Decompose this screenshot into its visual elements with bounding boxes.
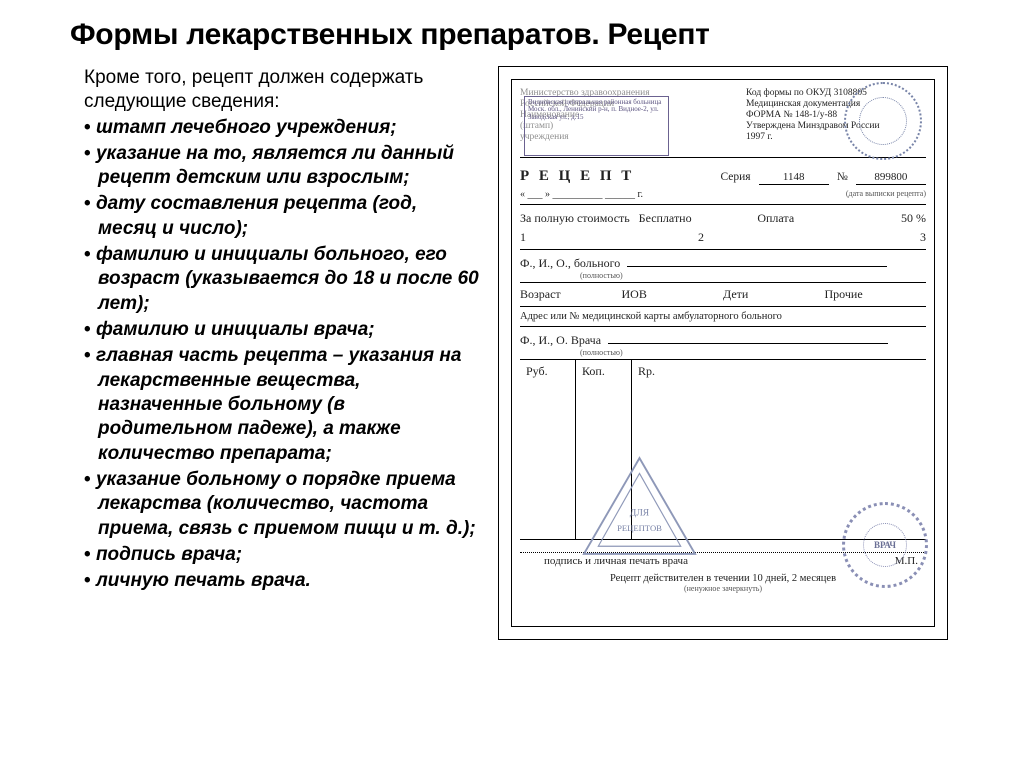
patient-hint: (полностью) (520, 271, 926, 280)
signature-doctor: подпись и личная печать врача (520, 555, 895, 567)
round-seal-top (844, 82, 922, 160)
bullet-item: главная часть рецепта – указания на лека… (70, 344, 480, 466)
date-row: « ___ » __________ ______ г. (дата выпис… (520, 189, 926, 205)
bullet-item: указание больному о порядке приема лекар… (70, 468, 480, 541)
pay-pct: 50 % (876, 211, 926, 226)
intro-text: Кроме того, рецепт должен содержать след… (70, 66, 480, 114)
seal-inner-text: ВРАЧ (863, 523, 907, 567)
date-hint: (дата выписки рецепта) (846, 189, 926, 198)
recept-word: Р Е Ц Е П Т (520, 168, 634, 185)
series-label: Серия (720, 171, 750, 183)
series-value: 1148 (759, 171, 829, 185)
bullet-item: подпись врача; (70, 543, 480, 567)
recept-title-row: Р Е Ц Е П Т Серия 1148 № 899800 (520, 158, 926, 189)
address-field: Адрес или № медицинской карты амбулаторн… (520, 307, 926, 327)
pay-full: За полную стоимость (520, 211, 639, 226)
form-header: Министерство здравоохранения Российской … (520, 84, 926, 158)
pay-free: Бесплатно (639, 211, 758, 226)
doctor-hint: (полностью) (520, 348, 926, 357)
bullet-item: штамп лечебного учреждения; (70, 116, 480, 140)
prescription-form: Министерство здравоохранения Российской … (498, 66, 948, 640)
patient-label: Ф., И., О., больного (520, 256, 620, 270)
text-column: Кроме того, рецепт должен содержать след… (70, 66, 480, 640)
bullet-item: личную печать врача. (70, 569, 480, 593)
kids-label: Дети (723, 287, 825, 302)
form-column: Министерство здравоохранения Российской … (498, 66, 958, 640)
bullet-item: указание на то, является ли данный рецеп… (70, 142, 480, 191)
number-label: № (837, 171, 848, 183)
iov-label: ИОВ (622, 287, 724, 302)
patient-field: Ф., И., О., больного (полностью) (520, 250, 926, 282)
pay-n1: 1 (520, 230, 698, 245)
round-seal-bottom: ВРАЧ (842, 502, 928, 588)
pay-n2: 2 (698, 230, 876, 245)
bullet-item: фамилию и инициалы больного, его возраст… (70, 243, 480, 316)
stamp-line: Моск. обл., Ленинский р-н, п. Видное-2, … (528, 106, 665, 121)
pay-n3: 3 (876, 230, 926, 245)
column-rub: Руб. (520, 360, 576, 539)
tri-text1: ДЛЯ (630, 508, 650, 519)
doctor-field: Ф., И., О. Врача (полностью) (520, 327, 926, 360)
bullet-item: дату составления рецепта (год, месяц и ч… (70, 192, 480, 241)
triangle-stamp: ДЛЯ РЕЦЕПТОВ (582, 456, 697, 556)
valid-hint: (ненужное зачеркнуть) (520, 584, 926, 593)
age-row: Возраст ИОВ Дети Прочие (520, 282, 926, 307)
number-value: 899800 (856, 171, 926, 185)
doctor-label: Ф., И., О. Врача (520, 333, 601, 347)
institution-stamp: Видновская центральная районная больница… (524, 96, 669, 156)
bullet-item: фамилию и инициалы врача; (70, 318, 480, 342)
age-label: Возраст (520, 287, 622, 302)
date-label: « ___ » __________ ______ г. (520, 189, 643, 200)
page-title: Формы лекарственных препаратов. Рецепт (70, 18, 984, 52)
payment-row: За полную стоимость Бесплатно Оплата 50 … (520, 205, 926, 228)
valid-main: Рецепт действителен в течении 10 дней, 2… (610, 573, 836, 584)
pay-pay: Оплата (757, 211, 876, 226)
content-row: Кроме того, рецепт должен содержать след… (70, 66, 984, 640)
other-label: Прочие (825, 287, 927, 302)
tri-text2: РЕЦЕПТОВ (617, 523, 662, 533)
payment-numbers: 1 2 3 (520, 228, 926, 250)
